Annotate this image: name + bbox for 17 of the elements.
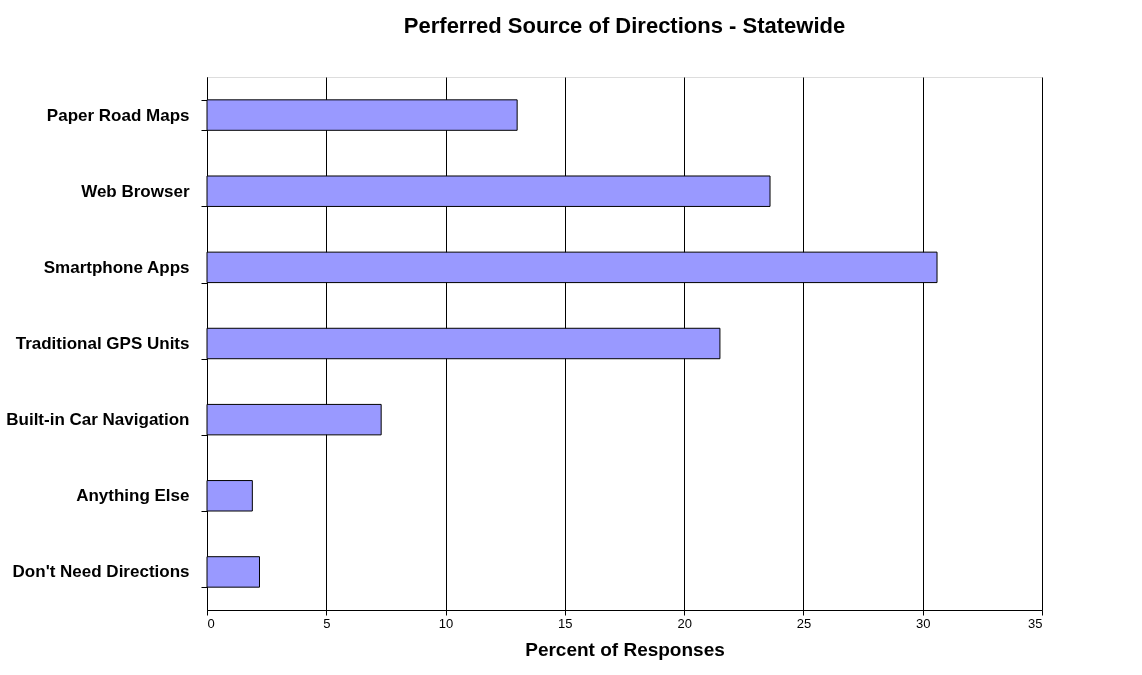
y-tick-label: Paper Road Maps [46, 105, 190, 125]
x-tick-label: 20 [677, 615, 692, 631]
y-tick-label: Anything Else [76, 486, 190, 506]
y-tick-label: Built-in Car Navigation [6, 410, 190, 430]
x-axis-title: Percent of Responses [525, 638, 725, 660]
x-tick-label: 35 [1028, 615, 1043, 631]
chart-title: Perferred Source of Directions - Statewide [403, 13, 846, 38]
y-tick-label: Traditional GPS Units [15, 334, 190, 353]
y-tick-label: Smartphone Apps [43, 257, 190, 277]
x-tick-label: 25 [796, 615, 812, 631]
y-tick-label: Don't Need Directions [12, 562, 190, 582]
x-tick-label: 30 [915, 615, 931, 631]
x-tick-label: 0 [207, 615, 215, 631]
x-tick-label: 15 [558, 615, 573, 631]
x-tick-label: 5 [323, 615, 331, 631]
y-tick-label: Web Browser [81, 181, 190, 201]
x-tick-label: 10 [438, 615, 454, 631]
